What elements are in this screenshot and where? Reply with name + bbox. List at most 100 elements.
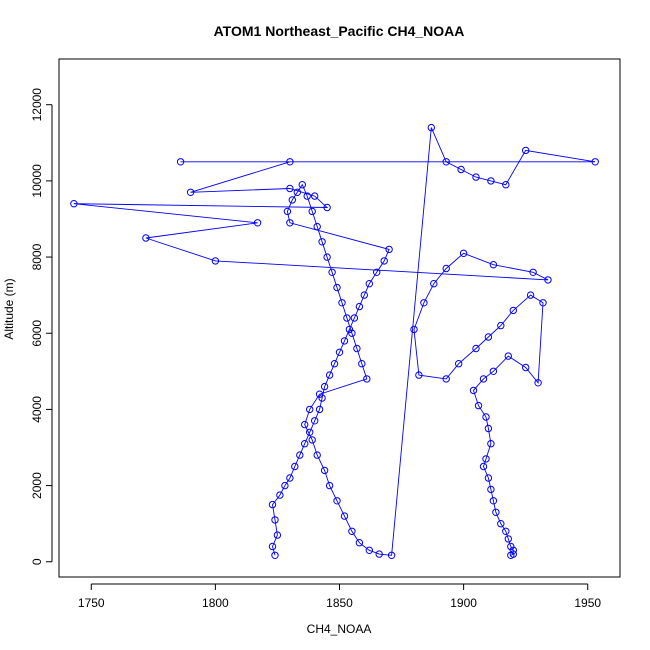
axes-layer: 1750 1800 1850 1900 1950 0 2000 4000 6000 8000 100… — [30, 88, 601, 610]
data-point — [375, 550, 383, 558]
data-point — [186, 188, 195, 197]
data-point — [293, 188, 301, 197]
data-point — [211, 257, 220, 265]
data-point — [430, 280, 438, 288]
y-tick-label: 0 — [30, 558, 44, 565]
data-point — [380, 257, 388, 265]
data-point — [286, 474, 294, 482]
data-point — [526, 291, 535, 299]
data-point — [315, 390, 324, 398]
x-tick-label: 1750 — [78, 596, 105, 610]
data-point — [492, 508, 500, 516]
data-point — [320, 382, 329, 391]
y-axis-label: Altitude (m) — [2, 278, 16, 339]
data-point — [343, 314, 351, 322]
data-point — [591, 158, 599, 166]
data-point — [497, 520, 505, 528]
data-point — [442, 264, 450, 273]
y-tick-label: 10000 — [30, 164, 44, 198]
data-point — [484, 474, 493, 482]
data-point — [301, 440, 309, 448]
data-point — [301, 420, 309, 429]
x-tick-label: 1950 — [574, 596, 601, 610]
data-point — [325, 371, 334, 379]
plot-frame — [58, 58, 621, 578]
data-point — [323, 203, 331, 212]
data-point — [318, 238, 326, 246]
data-point — [268, 542, 277, 551]
data-point — [286, 219, 294, 227]
data-point — [487, 485, 495, 494]
x-tick-label: 1850 — [326, 596, 353, 610]
data-point — [253, 219, 262, 227]
data-point — [472, 173, 480, 181]
data-point — [348, 329, 356, 337]
y-tick-label: 4000 — [30, 396, 44, 423]
data-point — [276, 491, 284, 499]
data-point — [318, 394, 326, 402]
data-point — [358, 360, 366, 368]
data-point — [507, 542, 515, 551]
x-tick-label: 1800 — [202, 596, 229, 610]
data-point — [355, 302, 364, 311]
data-point — [504, 352, 512, 360]
data-point — [534, 379, 542, 387]
data-point — [459, 249, 468, 258]
data-point — [291, 462, 299, 471]
data-point — [298, 181, 306, 189]
x-tick-label: 1900 — [450, 596, 477, 610]
data-point — [479, 375, 488, 383]
chart-title: ATOM1 Northeast_Pacific CH4_NOAA — [214, 23, 465, 39]
data-point — [340, 512, 349, 520]
data-point — [333, 283, 341, 292]
data-point — [482, 413, 490, 421]
data-point — [313, 451, 321, 459]
data-point — [333, 497, 341, 505]
data-point — [335, 348, 344, 356]
y-tick-label: 12000 — [30, 88, 44, 122]
data-point — [539, 299, 547, 307]
data-point — [484, 333, 493, 341]
data-point — [338, 299, 346, 307]
data-point — [308, 207, 316, 216]
y-tick-label: 8000 — [30, 243, 44, 270]
data-point — [176, 158, 185, 166]
data-point — [522, 146, 530, 155]
data-point — [507, 551, 515, 559]
data-point — [286, 158, 294, 166]
data-point — [323, 253, 331, 261]
data-point — [442, 375, 450, 383]
data-point — [355, 539, 364, 547]
data-point — [308, 436, 316, 444]
data-point — [271, 516, 279, 524]
data-point — [311, 417, 319, 425]
data-point — [489, 367, 498, 375]
data-point — [363, 375, 371, 383]
data-point — [365, 546, 373, 554]
series-layer — [70, 123, 599, 559]
data-point — [345, 325, 354, 334]
data-point — [385, 245, 393, 254]
data-point — [427, 123, 435, 132]
data-point — [420, 299, 428, 307]
data-point — [482, 455, 490, 463]
data-point — [487, 440, 495, 448]
data-point — [286, 184, 294, 193]
data-point — [306, 428, 314, 436]
y-tick-label: 2000 — [30, 472, 44, 499]
data-point — [415, 371, 423, 379]
data-point — [360, 291, 368, 299]
data-point — [350, 314, 359, 322]
data-point — [479, 462, 488, 471]
data-point — [142, 234, 150, 242]
data-point — [502, 527, 510, 535]
data-point — [522, 363, 530, 372]
data-point — [489, 261, 498, 269]
data-point — [325, 481, 334, 490]
data-point — [281, 481, 289, 490]
data-point — [313, 222, 321, 231]
data-point — [315, 405, 324, 414]
data-point — [410, 325, 418, 334]
data-point — [504, 535, 512, 543]
